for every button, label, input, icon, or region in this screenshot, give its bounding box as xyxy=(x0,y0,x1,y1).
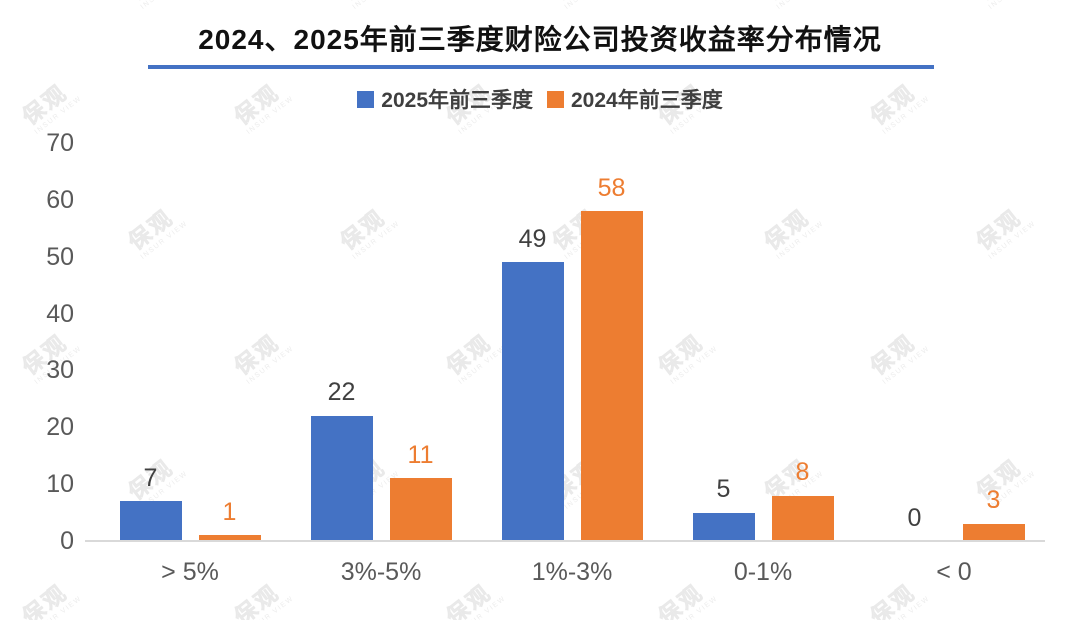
legend: 2025年前三季度 2024年前三季度 xyxy=(0,84,1080,114)
y-tick-label: 20 xyxy=(46,413,74,442)
y-tick-label: 70 xyxy=(46,129,74,157)
legend-label-2025: 2025年前三季度 xyxy=(381,89,533,112)
bar-2024-4 xyxy=(962,523,1025,541)
bar-value-label: 49 xyxy=(518,224,547,253)
bar-value-label: 11 xyxy=(407,440,434,469)
bar-value-label: 7 xyxy=(143,463,158,492)
category-label-1: 3%-5% xyxy=(340,558,422,586)
legend-item-2025: 2025年前三季度 xyxy=(357,84,533,114)
bar-2025-0 xyxy=(119,501,182,541)
bar-value-label: 8 xyxy=(795,458,810,487)
category-label-3: 0-1% xyxy=(733,558,793,586)
bar-value-label: 22 xyxy=(327,378,356,407)
title-underline xyxy=(148,65,934,69)
legend-swatch-2024 xyxy=(547,90,564,108)
y-tick-label: 0 xyxy=(60,527,74,555)
legend-swatch-2025 xyxy=(357,90,375,108)
bar-2025-3 xyxy=(692,512,755,541)
bar-value-label: 58 xyxy=(597,173,626,202)
bar-value-label: 5 xyxy=(716,475,731,504)
bar-2025-1 xyxy=(310,415,373,541)
bar-2024-1 xyxy=(389,478,452,541)
legend-label-2024: 2024年前三季度 xyxy=(571,89,723,112)
bar-2024-3 xyxy=(771,495,834,541)
y-tick-label: 50 xyxy=(46,242,74,271)
bar-2025-2 xyxy=(501,262,564,541)
x-axis-line xyxy=(85,540,1045,542)
y-tick-label: 40 xyxy=(46,299,74,328)
legend-item-2024: 2024年前三季度 xyxy=(547,84,723,114)
bar-value-label: 0 xyxy=(907,503,922,532)
bar-value-label: 1 xyxy=(222,497,237,526)
bar-2024-2 xyxy=(580,211,643,541)
category-label-2: 1%-3% xyxy=(531,558,613,586)
y-tick-label: 10 xyxy=(46,470,74,499)
category-label-0: > 5% xyxy=(161,558,219,586)
bar-2024-0 xyxy=(198,535,261,541)
y-tick-label: 60 xyxy=(46,185,74,214)
bar-value-label: 3 xyxy=(986,486,1001,515)
y-tick-label: 30 xyxy=(46,356,74,385)
chart-title: 2024、2025年前三季度财险公司投资收益率分布情况 xyxy=(198,24,882,55)
category-label-4: < 0 xyxy=(936,558,972,586)
